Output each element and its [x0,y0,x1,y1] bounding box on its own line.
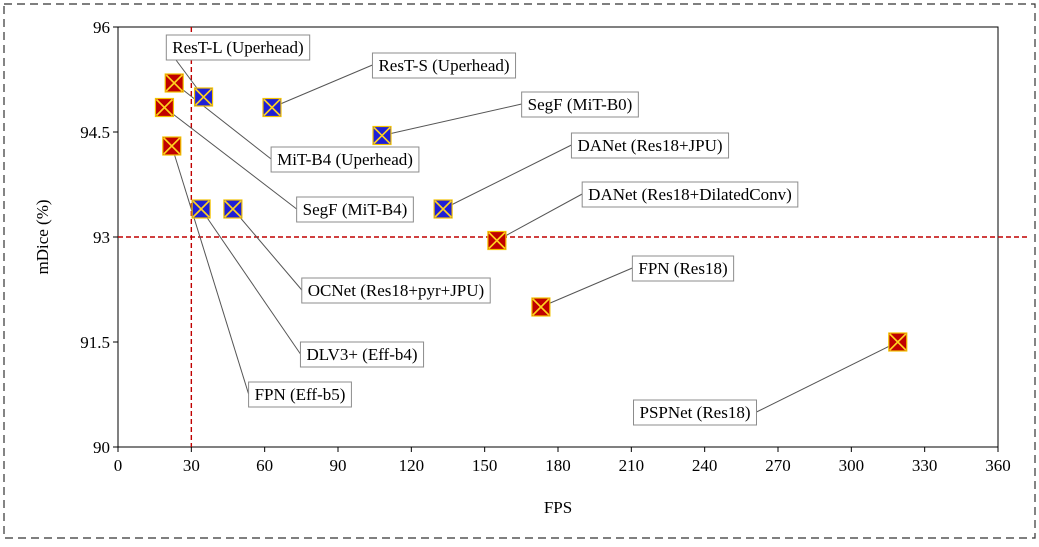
annotation-box [371,52,517,79]
marker-cross [532,298,550,316]
y-tick-label: 93 [93,228,110,247]
annotation-ocnet-res18-pyr-jpu: OCNet (Res18+pyr+JPU) [301,277,491,304]
annotation-dlv3-eff-b4: DLV3+ (Eff-b4) [299,341,425,368]
leader-line-rest-s-uperhead [271,64,373,108]
x-tick-label: 270 [765,456,791,475]
x-tick-label: 330 [912,456,938,475]
data-point-danet-res18-jpu [433,199,453,219]
annotation-danet-res18-jpu: DANet (Res18+JPU) [570,132,730,159]
annotation-box [521,91,639,118]
data-point-segf-mit-b4 [154,97,175,118]
annotation-box [301,277,491,304]
x-tick-label: 210 [619,456,645,475]
marker-cross [194,88,213,106]
marker-cross [889,333,907,351]
annotation-text: DANet (Res18+JPU) [577,136,722,155]
y-tick-label: 96 [93,18,110,37]
y-tick-label: 90 [93,438,110,457]
leader-line-danet-res18-jpu [442,144,572,210]
leader-line-pspnet-res18 [756,341,898,413]
data-point-rest-l-uperhead [193,87,214,107]
x-tick-label: 300 [839,456,865,475]
annotation-box [248,381,352,408]
annotation-text: SegF (MiT-B0) [528,95,633,114]
data-point-mit-b4-uperhead [164,73,184,93]
annotation-rest-s-uperhead: ResT-S (Uperhead) [371,52,517,79]
annotation-text: ResT-L (Uperhead) [172,38,303,57]
x-tick-label: 180 [545,456,571,475]
x-tick-label: 150 [472,456,498,475]
reference-lines [118,27,1028,447]
marker-cross [434,200,452,218]
annotation-pspnet-res18: PSPNet (Res18) [633,399,757,426]
leader-line-segf-mit-b0 [381,103,522,136]
leader-line-danet-res18-dilatedconv [496,193,583,241]
leader-line-fpn-eff-b5 [171,145,250,395]
x-tick-label: 90 [330,456,347,475]
leader-line-dlv3-eff-b4 [200,208,301,355]
x-tick-label: 360 [985,456,1011,475]
data-point-danet-res18-dilatedconv [487,230,507,251]
data-point-rest-s-uperhead [262,97,282,118]
marker-cross [224,200,242,218]
annotation-rest-l-uperhead: ResT-L (Uperhead) [165,34,311,61]
y-axis-label: mDice (%) [33,199,52,274]
data-point-pspnet-res18 [888,332,908,352]
x-tick-label: 0 [114,456,123,475]
marker-cross [263,98,281,117]
annotation-mit-b4-uperhead: MiT-B4 (Uperhead) [270,146,420,173]
annotation-text: FPN (Res18) [638,259,727,278]
data-point-fpn-res18 [531,297,551,317]
data-point-segf-mit-b0 [372,125,392,146]
annotation-danet-res18-dilatedconv: DANet (Res18+DilatedConv) [581,181,799,208]
annotation-box [570,132,730,159]
annotation-box [299,341,425,368]
annotation-box [631,255,735,282]
data-point-dlv3-eff-b4 [191,199,211,219]
annotation-labels: ResT-L (Uperhead) ResT-S (Uperhead) SegF (… [165,34,799,426]
annotation-box [633,399,757,426]
data-point-ocnet-res18-pyr-jpu [223,199,243,219]
annotation-segf-mit-b4: SegF (MiT-B4) [296,196,414,223]
leader-line-fpn-res18 [540,267,633,308]
annotation-text: SegF (MiT-B4) [303,200,408,219]
annotation-text: OCNet (Res18+pyr+JPU) [308,281,484,300]
annotation-text: DLV3+ (Eff-b4) [306,345,417,364]
data-markers [154,73,908,352]
marker-cross [163,137,181,155]
marker-cross [192,200,210,218]
leader-line-ocnet-res18-pyr-jpu [232,208,303,291]
x-axis-label: FPS [544,498,572,517]
y-tick-label: 91.5 [80,333,110,352]
annotation-text: PSPNet (Res18) [640,403,751,422]
annotation-text: DANet (Res18+DilatedConv) [588,185,792,204]
data-point-fpn-eff-b5 [162,136,182,156]
y-tick-label: 94.5 [80,123,110,142]
x-tick-label: 60 [256,456,273,475]
marker-cross [155,98,174,117]
leader-line-mit-b4-uperhead [173,82,272,160]
annotation-text: FPN (Eff-b5) [255,385,346,404]
annotation-text: MiT-B4 (Uperhead) [277,150,413,169]
marker-cross [373,126,391,145]
x-tick-label: 120 [399,456,425,475]
annotation-leader-lines [164,46,898,413]
annotation-text: ResT-S (Uperhead) [378,56,509,75]
annotation-box [296,196,414,223]
x-tick-label: 30 [183,456,200,475]
annotation-box [270,146,420,173]
marker-cross [488,231,506,250]
marker-cross [165,74,183,92]
annotation-segf-mit-b0: SegF (MiT-B0) [521,91,639,118]
annotation-fpn-eff-b5: FPN (Eff-b5) [248,381,352,408]
x-tick-label: 240 [692,456,718,475]
axes: 0 30 60 90 120 150 180 210 240 270 300 330 360 90 91.5… [80,18,1011,475]
leader-line-segf-mit-b4 [164,107,297,210]
annotation-box [165,34,311,61]
annotation-box [581,181,799,208]
annotation-fpn-res18: FPN (Res18) [631,255,735,282]
